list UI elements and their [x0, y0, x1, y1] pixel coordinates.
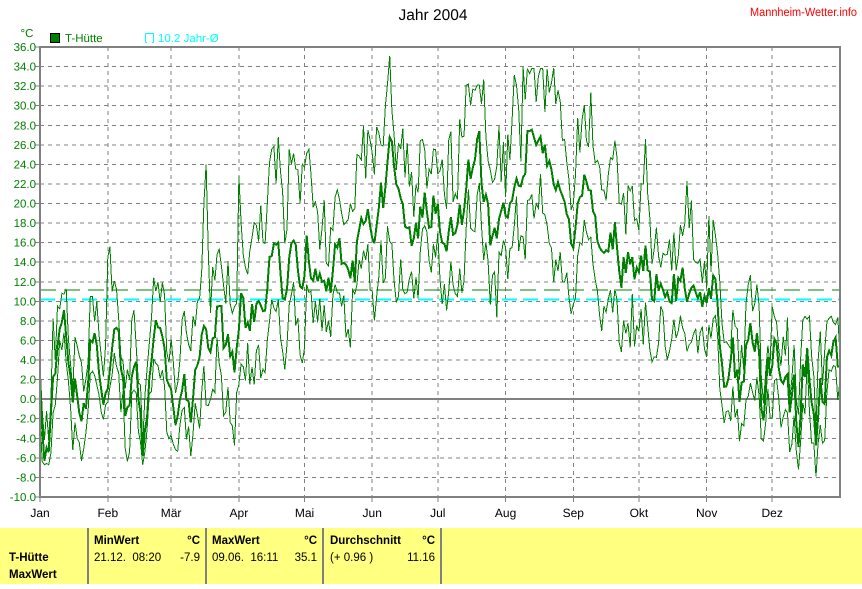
svg-text:Jul: Jul	[430, 506, 445, 520]
svg-text:28.0: 28.0	[14, 120, 36, 132]
svg-text:-2.0: -2.0	[16, 414, 36, 426]
svg-text:22.0: 22.0	[14, 179, 36, 191]
svg-text:24.0: 24.0	[14, 159, 36, 171]
svg-text:Nov: Nov	[696, 506, 717, 520]
svg-text:2.0: 2.0	[20, 375, 36, 387]
svg-text:30.0: 30.0	[14, 101, 36, 113]
svg-text:T-Hütte: T-Hütte	[65, 33, 103, 45]
svg-text:Mai: Mai	[295, 506, 314, 520]
svg-text:Okt: Okt	[630, 506, 649, 520]
svg-text:36.0: 36.0	[14, 42, 36, 54]
svg-text:-10.0: -10.0	[10, 492, 36, 504]
svg-text:°C: °C	[21, 28, 34, 40]
svg-text:16.0: 16.0	[14, 238, 36, 250]
svg-text:34.0: 34.0	[14, 62, 36, 74]
svg-text:10.2 Jahr-Ø: 10.2 Jahr-Ø	[158, 33, 219, 45]
svg-text:18.0: 18.0	[14, 218, 36, 230]
svg-text:6.0: 6.0	[20, 336, 36, 348]
svg-text:Apr: Apr	[230, 506, 249, 520]
svg-text:0.0: 0.0	[20, 394, 36, 406]
svg-text:Mär: Mär	[161, 506, 182, 520]
svg-text:14.0: 14.0	[14, 257, 36, 269]
svg-text:Sep: Sep	[563, 506, 585, 520]
svg-text:26.0: 26.0	[14, 140, 36, 152]
svg-text:Jan: Jan	[30, 506, 49, 520]
svg-text:10.0: 10.0	[14, 296, 36, 308]
svg-text:Feb: Feb	[97, 506, 118, 520]
svg-text:-8.0: -8.0	[16, 472, 36, 484]
svg-text:Dez: Dez	[762, 506, 783, 520]
svg-text:32.0: 32.0	[14, 81, 36, 93]
svg-text:4.0: 4.0	[20, 355, 36, 367]
svg-text:Jahr 2004: Jahr 2004	[399, 7, 468, 24]
svg-text:Aug: Aug	[495, 506, 516, 520]
svg-text:Jun: Jun	[363, 506, 382, 520]
svg-text:8.0: 8.0	[20, 316, 36, 328]
svg-text:20.0: 20.0	[14, 199, 36, 211]
svg-text:Mannheim-Wetter.info: Mannheim-Wetter.info	[750, 5, 857, 19]
svg-text:12.0: 12.0	[14, 277, 36, 289]
svg-text:-6.0: -6.0	[16, 453, 36, 465]
svg-text:-4.0: -4.0	[16, 433, 36, 445]
